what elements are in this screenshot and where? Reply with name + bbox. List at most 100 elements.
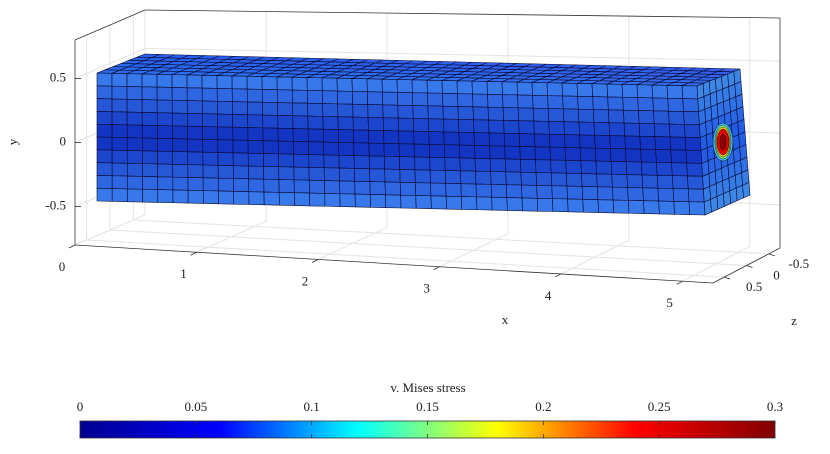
mesh-cell xyxy=(411,79,428,94)
mesh-cell xyxy=(384,181,401,196)
mesh-cell xyxy=(670,149,687,164)
mesh-cell xyxy=(638,123,656,137)
mesh-cell xyxy=(233,178,250,192)
mesh-cell xyxy=(321,77,338,92)
mesh-cell xyxy=(547,108,565,123)
mesh-cell xyxy=(399,169,416,183)
mesh-cell xyxy=(216,75,233,90)
axis-line xyxy=(74,9,146,41)
mesh-cell xyxy=(716,193,725,210)
mesh-cell xyxy=(686,162,703,177)
stress-hotspot xyxy=(719,133,727,151)
mesh-cell xyxy=(217,152,234,166)
mesh-cell xyxy=(307,102,324,117)
z-tick xyxy=(724,276,731,280)
mesh-cell xyxy=(126,150,143,164)
mesh-cell xyxy=(640,148,657,163)
mesh-cell xyxy=(111,85,128,100)
mesh-cell xyxy=(338,167,356,182)
mesh-cell xyxy=(202,164,219,179)
mesh-cell xyxy=(651,84,669,99)
mesh-cell xyxy=(413,130,430,145)
mesh-cell xyxy=(142,188,159,203)
mesh-cell xyxy=(461,196,478,211)
x-tick-label: 3 xyxy=(423,281,430,296)
mesh-cell xyxy=(729,187,738,205)
mesh-cell xyxy=(445,195,463,210)
x-tick-label: 5 xyxy=(666,295,673,310)
mesh-cell xyxy=(444,157,461,172)
mesh-cell xyxy=(547,95,564,110)
mesh-cell xyxy=(337,129,355,144)
mesh-cell xyxy=(186,74,203,89)
z-tick xyxy=(768,253,775,257)
mesh-cell xyxy=(502,94,519,109)
z-tick-label: 0.5 xyxy=(746,279,762,294)
mesh-cell xyxy=(231,88,248,103)
mesh-cell xyxy=(232,165,249,180)
axis-line xyxy=(144,9,781,19)
mesh-cell xyxy=(657,187,675,202)
mesh-cell xyxy=(247,101,263,116)
mesh-cell xyxy=(202,190,219,205)
x-tick xyxy=(554,273,562,278)
colorbar-tick-label: 0.25 xyxy=(648,399,671,414)
mesh-cell xyxy=(580,160,597,175)
grid-line xyxy=(144,47,781,62)
mesh-cell xyxy=(157,138,173,152)
mesh-cell xyxy=(324,180,341,195)
mesh-cell xyxy=(247,114,264,129)
mesh-cell xyxy=(157,125,173,139)
x-tick xyxy=(68,244,76,249)
mesh-cell xyxy=(561,82,578,97)
mesh-cell xyxy=(96,98,113,113)
beam-mesh xyxy=(96,53,751,216)
mesh-cell xyxy=(96,162,113,177)
x-tick-label: 1 xyxy=(180,266,187,281)
mesh-cell xyxy=(231,75,248,90)
z-axis-label: z xyxy=(791,313,797,328)
mesh-cell xyxy=(263,153,279,168)
mesh-cell xyxy=(735,184,744,202)
mesh-cell xyxy=(608,109,625,124)
mesh-cell xyxy=(96,175,113,189)
mesh-cell xyxy=(535,172,553,187)
y-tick-label: 0 xyxy=(60,133,67,148)
mesh-cell xyxy=(641,174,659,189)
mesh-cell xyxy=(667,97,684,112)
mesh-cell xyxy=(202,151,219,166)
mesh-cell xyxy=(126,137,143,152)
mesh-cell xyxy=(172,164,189,178)
mesh-cell xyxy=(563,121,580,136)
mesh-cell xyxy=(579,134,596,149)
mesh-cell xyxy=(396,79,413,93)
mesh-cell xyxy=(293,166,310,181)
mesh-cell xyxy=(581,186,599,200)
mesh-cell xyxy=(519,146,536,160)
mesh-cell xyxy=(96,187,113,202)
mesh-cell xyxy=(520,159,537,173)
x-tick-label: 0 xyxy=(59,259,66,274)
mesh-cell xyxy=(612,186,629,201)
mesh-cell xyxy=(593,109,610,124)
mesh-cell xyxy=(351,78,368,93)
mesh-cell xyxy=(96,149,113,164)
mesh-cell xyxy=(397,117,414,132)
mesh-cell xyxy=(445,183,462,197)
mesh-cell xyxy=(624,135,641,150)
z-tick xyxy=(746,265,753,268)
mesh-cell xyxy=(111,98,128,113)
mesh-cell xyxy=(321,90,338,105)
mesh-cell xyxy=(278,179,295,194)
mesh-cell xyxy=(742,181,751,199)
mesh-cell xyxy=(96,85,113,100)
mesh-cell xyxy=(685,149,703,164)
mesh-cell xyxy=(292,102,309,117)
mesh-cell xyxy=(428,118,445,133)
mesh-cell xyxy=(278,192,295,206)
mesh-cell xyxy=(337,116,354,131)
mesh-cell xyxy=(608,122,626,137)
mesh-cell xyxy=(475,183,492,198)
mesh-cell xyxy=(474,157,491,172)
mesh-cell xyxy=(261,89,278,103)
